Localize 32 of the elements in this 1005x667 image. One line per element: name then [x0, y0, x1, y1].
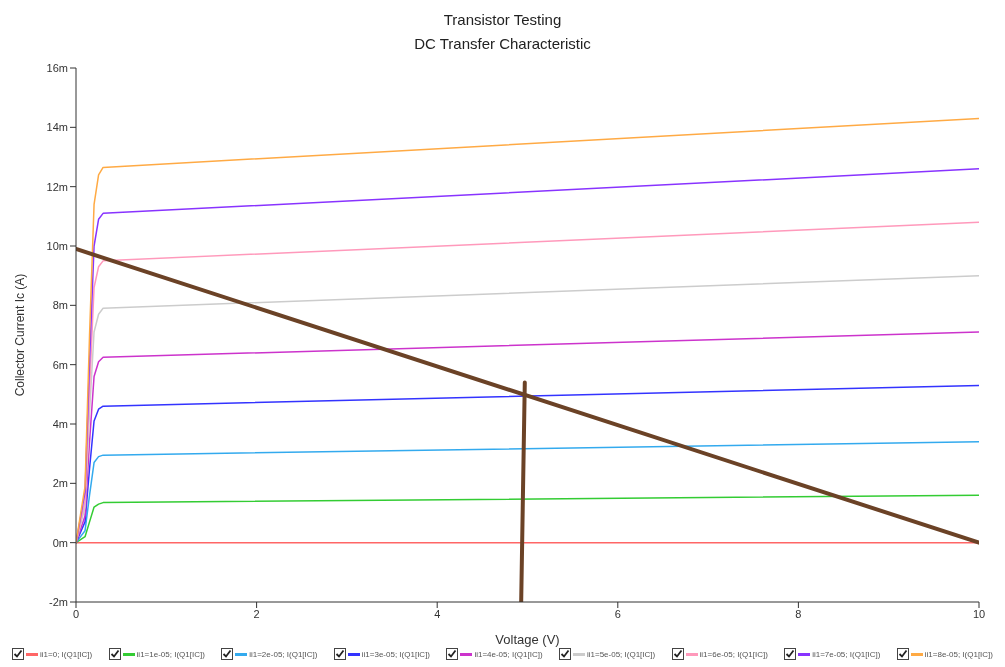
- y-tick-label: 16m: [46, 61, 68, 74]
- x-tick-label: 4: [434, 607, 441, 620]
- legend-label: ii1=6e-05; I(Q1[IC]): [699, 650, 768, 660]
- line-series: [76, 441, 979, 544]
- x-tick-label: 0: [72, 607, 80, 620]
- legend-label: ii1=7e-05; I(Q1[IC]): [812, 650, 881, 660]
- legend-label: ii1=0; I(Q1[IC]): [40, 650, 93, 660]
- x-tick-label: 8: [795, 607, 802, 620]
- y-tick-label: 6m: [52, 358, 68, 371]
- x-tick-label: 6: [614, 607, 621, 620]
- y-tick-label: 0m: [52, 536, 68, 549]
- line-series: [76, 331, 979, 544]
- x-tick-label: 10: [972, 607, 986, 620]
- y-tick-label: 2m: [52, 477, 68, 490]
- legend-label: ii1=3e-05; I(Q1[IC]): [361, 650, 431, 660]
- y-tick-label: 14m: [46, 121, 68, 134]
- y-tick-label: 12m: [46, 180, 68, 193]
- legend-label: ii1=1e-05; I(Q1[IC]): [136, 650, 205, 660]
- y-tick-label: 10m: [46, 239, 68, 252]
- x-axis-title: Voltage (V): [495, 632, 560, 647]
- y-tick-label: 4m: [52, 417, 68, 430]
- y-tick-label: -2m: [49, 595, 68, 608]
- chart-subtitle: DC Transfer Characteristic: [413, 34, 592, 54]
- chart-title: Transistor Testing: [442, 10, 563, 30]
- y-axis-title: Collector Current Ic (A): [13, 273, 28, 397]
- line-series: [76, 494, 979, 544]
- legend-label: ii1=5e-05; I(Q1[IC]): [586, 650, 656, 660]
- legend-label: ii1=8e-05; I(Q1[IC]): [924, 650, 993, 660]
- legend-label: ii1=4e-05; I(Q1[IC]): [474, 650, 543, 660]
- y-tick-label: 8m: [52, 299, 68, 312]
- legend-label: ii1=2e-05; I(Q1[IC]): [249, 650, 318, 660]
- x-tick-label: 2: [253, 607, 260, 620]
